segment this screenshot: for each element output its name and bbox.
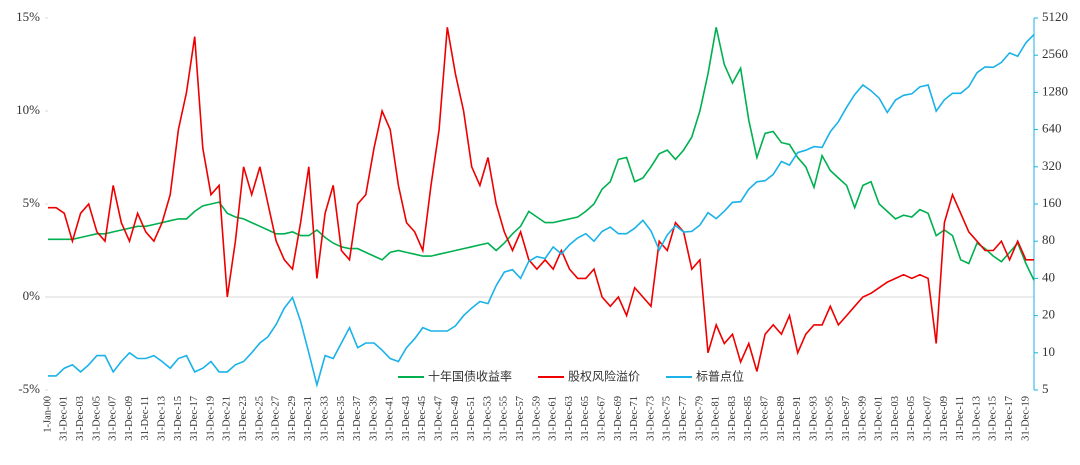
y2-tick-label: 160 (1042, 195, 1062, 210)
x-tick-label: 31-Dec-87 (759, 396, 770, 441)
x-tick-label: 31-Dec-01 (874, 396, 885, 441)
x-tick-label: 31-Dec-29 (287, 396, 298, 441)
x-tick-label: 31-Dec-91 (792, 396, 803, 441)
x-tick-label: 31-Dec-05 (91, 396, 102, 441)
x-tick-label: 31-Dec-13 (156, 396, 167, 441)
x-tick-label: 31-Dec-03 (75, 396, 86, 441)
y-tick-label: 15% (16, 9, 40, 24)
y2-tick-label: 5 (1042, 381, 1049, 396)
x-tick-label: 31-Dec-93 (808, 396, 819, 441)
x-tick-label: 31-Dec-81 (711, 396, 722, 441)
x-tick-label: 31-Dec-95 (825, 396, 836, 441)
x-tick-label: 31-Dec-77 (678, 396, 689, 441)
y-tick-label: -5% (18, 381, 40, 396)
x-tick-label: 31-Dec-61 (548, 396, 559, 441)
y2-tick-label: 320 (1042, 158, 1062, 173)
y2-tick-label: 5120 (1042, 9, 1068, 24)
x-tick-label: 31-Dec-89 (776, 396, 787, 441)
x-tick-label: 31-Dec-55 (499, 396, 510, 441)
x-tick-label: 31-Dec-27 (271, 396, 282, 441)
x-tick-label: 31-Dec-05 (906, 396, 917, 441)
x-tick-label: 31-Dec-45 (417, 396, 428, 441)
y-tick-label: 10% (16, 102, 40, 117)
line-series (48, 34, 1035, 389)
x-tick-label: 31-Dec-57 (515, 396, 526, 441)
y2-tick-label: 10 (1042, 344, 1055, 359)
x-tick-label: 31-Dec-11 (140, 396, 151, 441)
x-tick-label: 31-Dec-73 (645, 396, 656, 441)
x-tick-label: 31-Dec-15 (988, 396, 999, 441)
x-tick-label: 1-Jan-00 (42, 396, 53, 433)
x-tick-label: 31-Dec-37 (352, 396, 363, 441)
x-tick-label: 31-Dec-23 (238, 396, 249, 441)
x-tick-label: 31-Dec-19 (1020, 396, 1031, 441)
line-series (48, 27, 1034, 372)
y2-tick-label: 1280 (1042, 83, 1068, 98)
x-tick-label: 31-Dec-59 (531, 396, 542, 441)
x-tick-label: 31-Dec-17 (1004, 396, 1015, 441)
legend-label: 十年国债收益率 (428, 369, 512, 384)
y2-tick-label: 20 (1042, 307, 1055, 322)
x-tick-label: 31-Dec-19 (205, 396, 216, 441)
x-tick-label: 31-Dec-25 (254, 396, 265, 441)
x-tick-label: 31-Dec-43 (401, 396, 412, 441)
x-tick-label: 31-Dec-07 (922, 396, 933, 441)
y-tick-label: 5% (23, 195, 41, 210)
x-tick-label: 31-Dec-21 (222, 396, 233, 441)
y-tick-label: 0% (23, 288, 41, 303)
x-tick-label: 31-Dec-01 (59, 396, 70, 441)
x-tick-label: 31-Dec-09 (124, 396, 135, 441)
x-tick-label: 31-Dec-07 (108, 396, 119, 441)
x-tick-label: 31-Dec-97 (841, 396, 852, 441)
x-tick-label: 31-Dec-85 (743, 396, 754, 441)
y2-tick-label: 640 (1042, 121, 1062, 136)
x-tick-label: 31-Dec-99 (857, 396, 868, 441)
x-tick-label: 31-Dec-69 (613, 396, 624, 441)
x-tick-label: 31-Dec-83 (727, 396, 738, 441)
x-tick-label: 31-Dec-63 (564, 396, 575, 441)
x-tick-label: 31-Dec-09 (939, 396, 950, 441)
x-tick-label: 31-Dec-33 (319, 396, 330, 441)
line-series (48, 27, 1035, 281)
x-tick-label: 31-Dec-65 (580, 396, 591, 441)
x-tick-label: 31-Dec-39 (368, 396, 379, 441)
x-tick-label: 31-Dec-11 (955, 396, 966, 441)
x-tick-label: 31-Dec-17 (189, 396, 200, 441)
x-tick-label: 31-Dec-41 (385, 396, 396, 441)
x-tick-label: 31-Dec-03 (890, 396, 901, 441)
y2-tick-label: 2560 (1042, 46, 1068, 61)
x-tick-label: 31-Dec-51 (466, 396, 477, 441)
y2-tick-label: 40 (1042, 269, 1055, 284)
x-tick-label: 31-Dec-15 (173, 396, 184, 441)
legend-label: 股权风险溢价 (568, 369, 640, 384)
x-tick-label: 31-Dec-35 (336, 396, 347, 441)
x-tick-label: 31-Dec-71 (629, 396, 640, 441)
x-tick-label: 31-Dec-67 (597, 396, 608, 441)
x-tick-label: 31-Dec-31 (303, 396, 314, 441)
x-tick-label: 31-Dec-49 (450, 396, 461, 441)
x-tick-label: 31-Dec-53 (482, 396, 493, 441)
y2-tick-label: 80 (1042, 232, 1055, 247)
x-tick-label: 31-Dec-75 (662, 396, 673, 441)
x-tick-label: 31-Dec-47 (434, 396, 445, 441)
x-tick-label: 31-Dec-13 (971, 396, 982, 441)
legend-label: 标普点位 (696, 369, 744, 384)
x-tick-label: 31-Dec-79 (694, 396, 705, 441)
